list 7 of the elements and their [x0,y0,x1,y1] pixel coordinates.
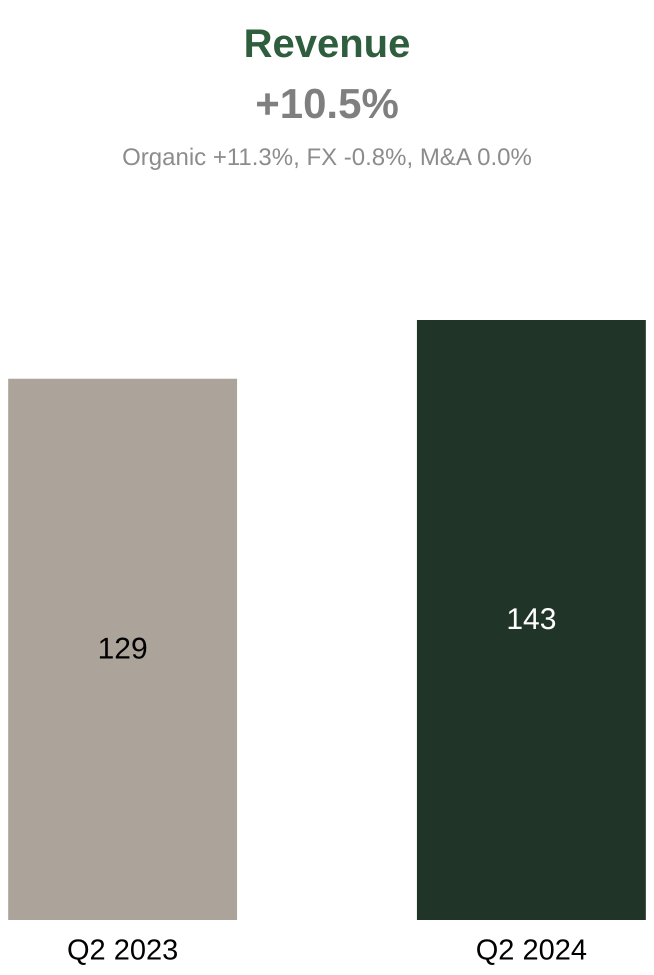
data-label: 143 [506,603,556,636]
text: Organic +11.3%, FX -0.8%, M&A 0.0% [122,144,532,171]
data-label: 129 [98,632,148,666]
x-tick-label: Q2 2023 [66,934,178,966]
chart-title: Revenue [244,22,410,66]
chart-subtitle: +10.5% [255,80,399,127]
x-tick-label: Q2 2024 [476,934,588,966]
